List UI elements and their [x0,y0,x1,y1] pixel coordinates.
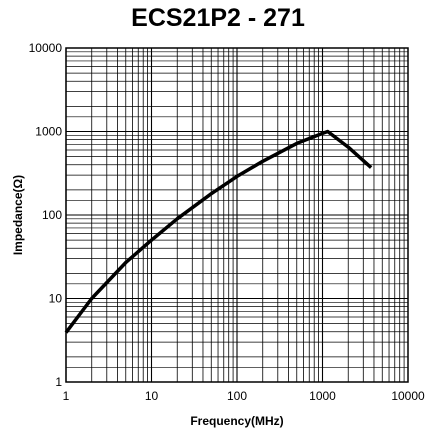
y-axis-label: Impedance(Ω) [11,175,25,255]
chart-title: ECS21P2 - 271 [131,4,305,32]
x-tick-label: 10000 [391,389,425,403]
y-tick-label: 10000 [29,41,63,55]
series-layer [64,129,373,334]
impedance-series-line [64,129,373,334]
x-tick-label: 10 [145,389,159,403]
plot-area [65,47,409,383]
x-tick-label: 100 [227,389,247,403]
x-tick-label: 1 [63,389,70,403]
y-tick-label: 100 [42,208,62,222]
x-axis-label: Frequency(MHz) [190,414,283,428]
x-tick-label: 1000 [309,389,336,403]
y-tick-label: 1000 [35,125,62,139]
chart-grid [65,48,408,383]
y-tick-label: 1 [55,375,62,389]
tick-labels: 1 10 100 1000 10000 1 10 100 1000 10000 [29,41,425,403]
y-tick-label: 10 [49,292,63,306]
